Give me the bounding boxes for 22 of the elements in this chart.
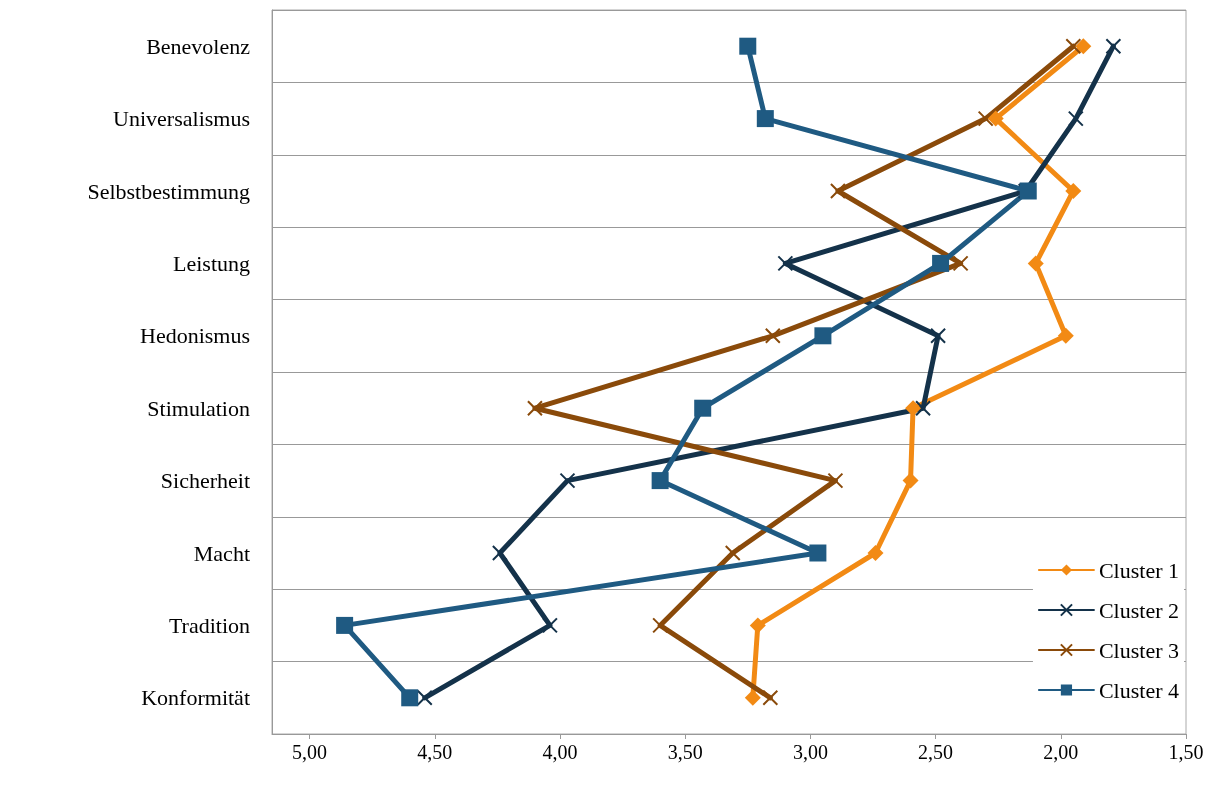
y-tick-label: Selbstbestimmung [87, 178, 250, 204]
x-tick-label: 1,50 [1168, 741, 1204, 763]
legend-label: Cluster 3 [1098, 637, 1180, 663]
legend-label: Cluster 4 [1098, 677, 1180, 703]
y-tick-label: Konformität [141, 685, 250, 711]
x-tick-label: 5,00 [292, 741, 328, 763]
y-tick-label: Leistung [173, 250, 250, 276]
y-tick-label: Tradition [168, 612, 250, 638]
x-tick-label: 2,50 [918, 741, 954, 763]
legend-label: Cluster 1 [1098, 557, 1180, 583]
y-tick-label: Universalismus [113, 106, 250, 132]
x-tick-label: 4,00 [542, 741, 578, 763]
x-tick-label: 3,50 [667, 741, 703, 763]
y-tick-label: Sicherheit [160, 468, 250, 494]
y-tick-label: Benevolenz [146, 33, 251, 59]
x-tick-label: 3,00 [792, 741, 828, 763]
y-tick-label: Stimulation [147, 395, 250, 421]
y-tick-label: Hedonismus [140, 323, 250, 349]
x-tick-label: 2,00 [1043, 741, 1079, 763]
x-tick-label: 4,50 [417, 741, 453, 763]
legend-label: Cluster 2 [1098, 597, 1180, 623]
y-tick-label: Macht [193, 540, 250, 566]
